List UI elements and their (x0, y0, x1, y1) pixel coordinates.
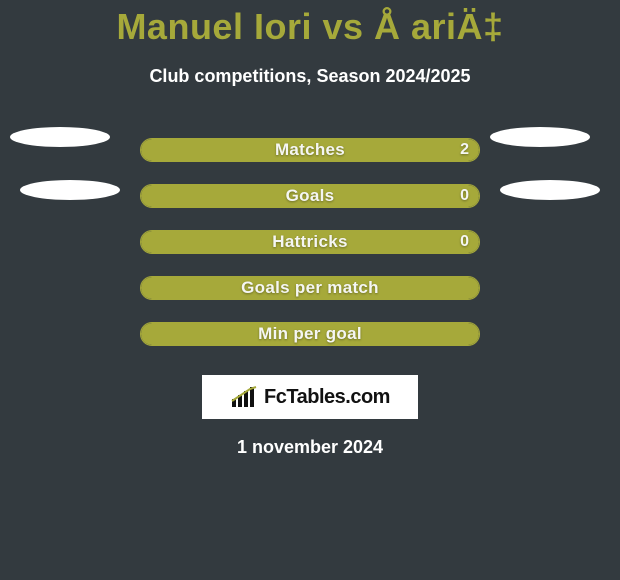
bar-chart-icon (230, 385, 258, 409)
stat-bar: Goals 0 (140, 184, 480, 208)
stat-bar: Min per goal (140, 322, 480, 346)
stat-label: Min per goal (141, 323, 479, 345)
stat-bar: Hattricks 0 (140, 230, 480, 254)
stat-bar: Matches 2 (140, 138, 480, 162)
stat-value: 0 (460, 185, 469, 207)
stat-label: Goals per match (141, 277, 479, 299)
brand-logo: FcTables.com (202, 375, 418, 419)
stat-bar: Goals per match (140, 276, 480, 300)
stat-label: Goals (141, 185, 479, 207)
page-title: Manuel Iori vs Å ariÄ‡ (0, 0, 620, 48)
stat-row: Goals per match (0, 265, 620, 311)
footer-date: 1 november 2024 (0, 437, 620, 458)
decor-ellipse (20, 180, 120, 200)
stat-value: 0 (460, 231, 469, 253)
stat-label: Matches (141, 139, 479, 161)
stat-row: Hattricks 0 (0, 219, 620, 265)
stat-label: Hattricks (141, 231, 479, 253)
brand-logo-inner: FcTables.com (230, 385, 390, 409)
decor-ellipse (490, 127, 590, 147)
decor-ellipse (500, 180, 600, 200)
stat-row: Min per goal (0, 311, 620, 357)
stat-rows: Matches 2 Goals 0 Hattricks 0 Goals per … (0, 127, 620, 357)
page-subtitle: Club competitions, Season 2024/2025 (0, 66, 620, 87)
decor-ellipse (10, 127, 110, 147)
brand-logo-text: FcTables.com (264, 386, 390, 409)
stat-value: 2 (460, 139, 469, 161)
infographic-card: Manuel Iori vs Å ariÄ‡ Club competitions… (0, 0, 620, 580)
